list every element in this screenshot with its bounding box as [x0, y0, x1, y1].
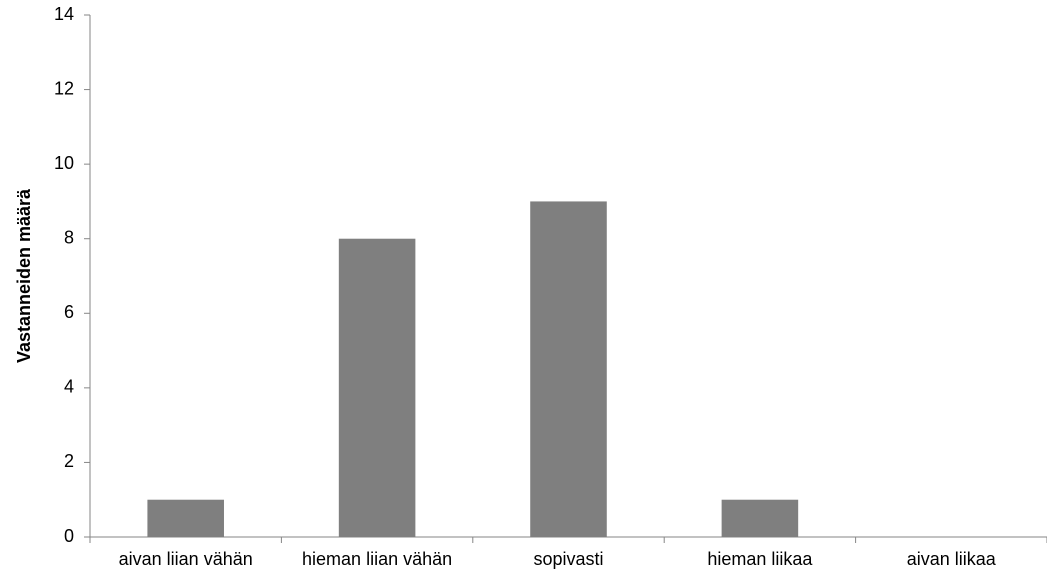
y-tick-label: 12 [54, 78, 74, 98]
y-tick-label: 10 [54, 153, 74, 173]
y-tick-label: 8 [64, 227, 74, 247]
y-tick-label: 6 [64, 302, 74, 322]
bar [530, 201, 607, 537]
bar [147, 499, 224, 537]
x-category-label: aivan liikaa [907, 549, 997, 569]
x-category-label: aivan liian vähän [119, 549, 253, 569]
x-category-label: sopivasti [533, 549, 603, 569]
y-tick-label: 2 [64, 451, 74, 471]
x-category-label: hieman liian vähän [302, 549, 452, 569]
x-category-label: hieman liikaa [707, 549, 813, 569]
y-tick-label: 4 [64, 377, 74, 397]
plot-area: 0 2 4 6 8 10 12 14 aivan liian vähän hieman liian… [54, 4, 1047, 569]
bar [721, 499, 799, 537]
y-axis-title: Vastanneiden määrä [14, 188, 34, 363]
bar [338, 238, 416, 537]
y-tick-label: 14 [54, 4, 74, 24]
y-tick-label: 0 [64, 526, 74, 546]
